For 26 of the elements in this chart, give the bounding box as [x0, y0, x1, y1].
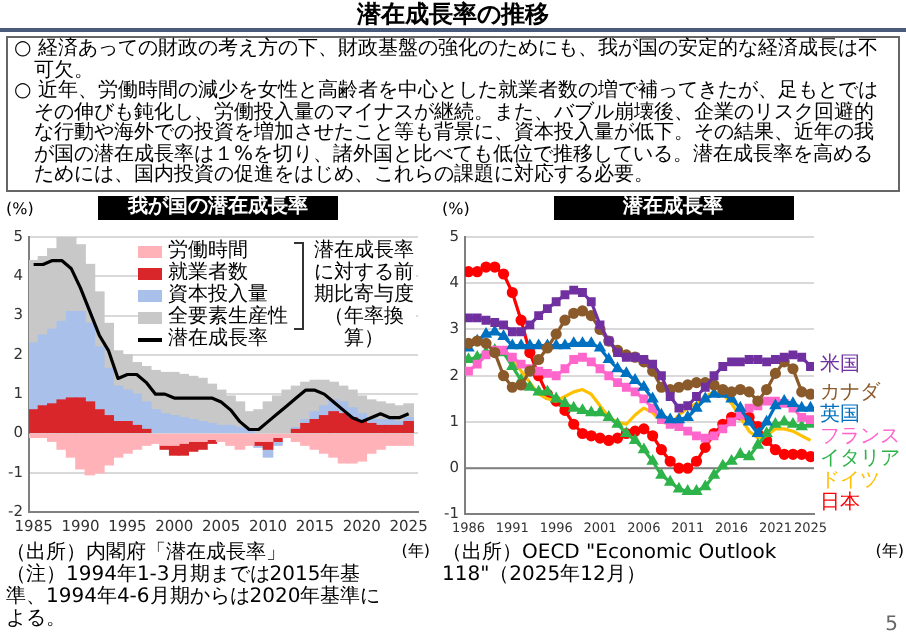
legend-label: 資本投入量 — [168, 284, 268, 306]
chart-title: 潜在成長率 — [553, 195, 793, 219]
y-axis-title: (%) — [442, 199, 470, 217]
legend-label: 潜在成長率 — [168, 328, 268, 350]
series-label: カナダ — [820, 381, 880, 404]
text: 潜在成長率の推移 — [0, 0, 906, 32]
text: ○ 経済あっての財政の考え方の下、財政基盤の強化のためにも、我が国の安定的な経済成長は不可欠。 — [14, 38, 880, 81]
text: ○ 近年、労働時間の減少を女性と高齢者を中心とした就業者数の増で補ってきたが、足もとではその伸びも鈍化し、労働投入量のマイナスが継続。また、バブル崩壊後、企業のリスク回避的な行動や海外での投資を増加させたこと等も背景に、資本投入量が低下。その結果、近年の我が国の潜在成長率は１%を切り、諸外国と比べても低位で推移している。潜在成長率を高めるためには、国内投資の促進をはじめ、これらの課題に対応する必要。 — [14, 80, 880, 187]
series-label: フランス — [820, 425, 900, 449]
text: （出所）OECD "Economic Outlook 118"（2025年12月） — [440, 541, 779, 585]
series-label: ドイツ — [820, 469, 880, 492]
chart-title: 我が国の潜在成長率 — [98, 195, 338, 219]
series-label: 米国 — [820, 353, 860, 378]
series-label: 日本 — [820, 491, 860, 516]
text: 5 — [885, 614, 898, 636]
text: （注）1994年1-3月期までは2015年基準、1994年4-6月期からは2020年基準による。 — [4, 563, 383, 629]
y-axis-title: (%) — [6, 199, 34, 217]
series-label: 英国 — [820, 403, 860, 428]
legend-label: 労働時間 — [168, 240, 248, 262]
x-axis-title: (年) — [875, 541, 904, 559]
legend-label: 全要素生産性 — [168, 306, 288, 328]
text: （出所）内閣府「潜在成長率」 — [4, 541, 288, 563]
x-axis-title: (年) — [401, 541, 430, 559]
annotation: 潜在成長率に対する前期比寄与度（年率換算） — [312, 240, 416, 350]
series-label: イタリア — [820, 447, 900, 471]
legend-label: 就業者数 — [168, 262, 248, 284]
